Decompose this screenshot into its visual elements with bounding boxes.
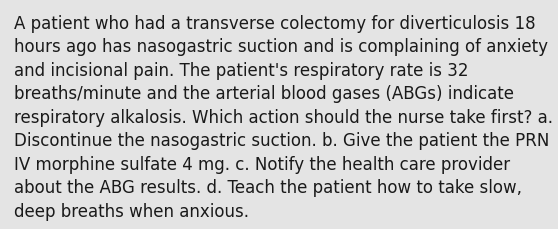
- Text: respiratory alkalosis. Which action should the nurse take first? a.: respiratory alkalosis. Which action shou…: [14, 108, 553, 126]
- Text: and incisional pain. The patient's respiratory rate is 32: and incisional pain. The patient's respi…: [14, 62, 469, 79]
- Text: A patient who had a transverse colectomy for diverticulosis 18: A patient who had a transverse colectomy…: [14, 15, 536, 33]
- Text: IV morphine sulfate 4 mg. c. Notify the health care provider: IV morphine sulfate 4 mg. c. Notify the …: [14, 155, 510, 173]
- Text: hours ago has nasogastric suction and is complaining of anxiety: hours ago has nasogastric suction and is…: [14, 38, 548, 56]
- Text: breaths/minute and the arterial blood gases (ABGs) indicate: breaths/minute and the arterial blood ga…: [14, 85, 514, 103]
- Text: Discontinue the nasogastric suction. b. Give the patient the PRN: Discontinue the nasogastric suction. b. …: [14, 132, 549, 150]
- Text: about the ABG results. d. Teach the patient how to take slow,: about the ABG results. d. Teach the pati…: [14, 178, 522, 196]
- Text: deep breaths when anxious.: deep breaths when anxious.: [14, 202, 249, 220]
